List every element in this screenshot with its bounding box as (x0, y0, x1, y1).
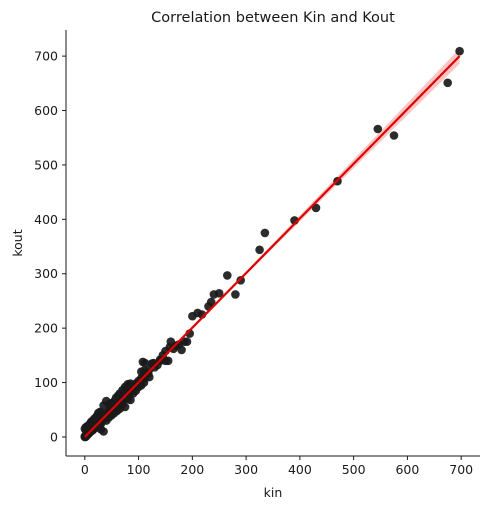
data-point (177, 345, 186, 355)
data-point (120, 402, 130, 412)
fit-line-layer (84, 55, 461, 438)
x-tick-label: 100 (127, 462, 151, 477)
x-tick-label: 0 (81, 462, 89, 477)
x-tick-label: 600 (395, 462, 419, 477)
data-point (236, 276, 245, 285)
data-point (126, 379, 135, 388)
axes-layer: 0 100 200 300 400 500 600 700 0 100 200 300 400 500 60… (34, 30, 480, 477)
x-tick-label: 300 (234, 462, 258, 477)
x-tick-label: 700 (449, 462, 473, 477)
data-point (443, 78, 453, 88)
y-tick-label: 300 (34, 266, 58, 281)
data-point (182, 337, 192, 347)
x-tick-label: 400 (288, 462, 312, 477)
regression-line (84, 55, 461, 438)
data-point (96, 425, 106, 434)
data-point (260, 228, 270, 238)
chart-title: Correlation between Kin and Kout (151, 10, 395, 26)
x-axis-label: kin (264, 485, 283, 500)
data-point (373, 124, 383, 134)
data-point (214, 289, 224, 298)
y-tick-label: 700 (34, 49, 58, 64)
data-point (455, 46, 464, 56)
data-point (96, 408, 106, 417)
data-point (126, 395, 135, 405)
data-point (137, 367, 146, 377)
x-tick-label: 200 (180, 462, 204, 477)
y-tick-label: 0 (50, 429, 58, 444)
y-axis-label: kout (10, 229, 25, 256)
data-point (140, 358, 150, 368)
data-point (255, 245, 264, 255)
data-point (389, 131, 399, 140)
y-tick-label: 100 (34, 375, 58, 390)
data-point (206, 297, 216, 307)
y-tick-label: 200 (34, 321, 58, 336)
y-tick-label: 400 (34, 212, 58, 227)
data-point (231, 290, 240, 299)
y-tick-label: 600 (34, 103, 58, 118)
y-tick-label: 500 (34, 157, 58, 172)
x-tick-label: 500 (342, 462, 366, 477)
data-point (223, 271, 232, 280)
